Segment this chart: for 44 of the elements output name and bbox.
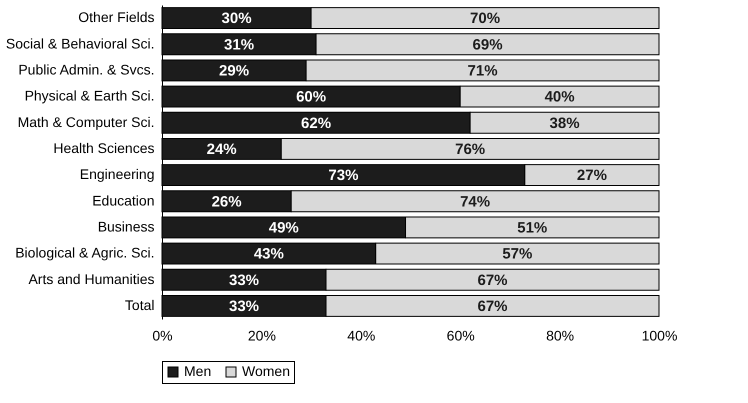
data-label: 24%: [206, 140, 237, 158]
data-label: 33%: [228, 298, 260, 315]
x-tick-label: 20%: [248, 328, 276, 344]
data-label: 67%: [477, 272, 508, 289]
x-tick-label: 100%: [642, 328, 678, 344]
x-tick-label: 0%: [152, 328, 173, 344]
data-label: 62%: [301, 114, 332, 132]
y-tick-label: Education: [92, 192, 154, 208]
y-tick-label: Engineering: [80, 166, 154, 182]
data-label: 49%: [268, 219, 299, 236]
legend-label: Men: [184, 363, 212, 379]
data-label: 40%: [544, 88, 575, 106]
data-label: 26%: [212, 193, 242, 210]
y-tick-label: Social & Behavioral Sci.: [6, 35, 154, 52]
data-label: 69%: [472, 36, 503, 54]
data-label: 74%: [460, 193, 490, 210]
y-tick-label: Total: [124, 296, 154, 313]
data-label: 51%: [517, 219, 548, 236]
y-tick-label: Math & Computer Sci.: [18, 114, 154, 130]
data-label: 73%: [328, 167, 358, 184]
data-label: 31%: [224, 36, 254, 54]
data-label: 57%: [502, 246, 532, 263]
data-label: 43%: [254, 246, 284, 263]
y-tick-label: Arts and Humanities: [28, 270, 154, 287]
y-tick-label: Biological & Agric. Sci.: [15, 244, 154, 261]
x-tick-label: 40%: [347, 328, 376, 344]
data-label: 33%: [228, 272, 260, 289]
data-label: 29%: [219, 62, 250, 80]
y-tick-label: Other Fields: [78, 9, 154, 26]
data-label: 30%: [222, 10, 252, 28]
legend-label: Women: [242, 363, 290, 379]
x-tick-label: 80%: [546, 328, 574, 344]
data-label: 38%: [550, 114, 580, 132]
data-label: 67%: [477, 298, 508, 315]
y-tick-label: Physical & Earth Sci.: [24, 88, 154, 104]
y-tick-label: Public Admin. & Svcs.: [18, 61, 154, 78]
y-tick-label: Business: [98, 218, 154, 234]
data-label: 60%: [296, 88, 326, 106]
x-tick-label: 60%: [446, 328, 475, 344]
y-tick-label: Health Sciences: [53, 140, 154, 156]
data-label: 76%: [455, 140, 486, 158]
data-label: 71%: [468, 62, 498, 80]
data-label: 70%: [470, 10, 500, 28]
data-label: 27%: [576, 167, 607, 184]
